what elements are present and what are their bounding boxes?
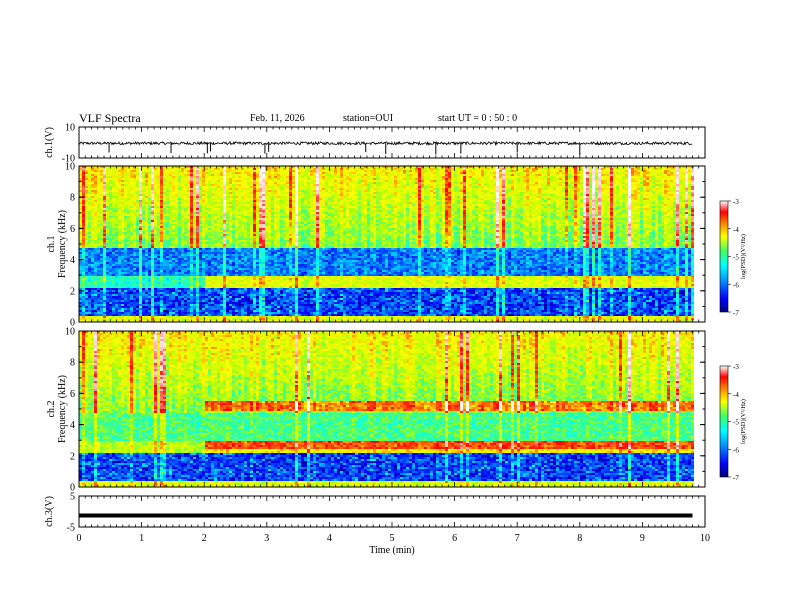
ch1-colorbar-tick-1: -4	[733, 226, 739, 234]
ch2-colorbar-tick-0: -3	[733, 363, 739, 371]
ch2-colorbar-tick-1: -4	[733, 391, 739, 399]
station-label: station=OUI	[343, 113, 393, 124]
ch2-spectrogram-ylabel-frequency: Frequency (kHz)	[57, 375, 68, 443]
ch2-spectrogram-cells	[79, 331, 694, 487]
xtick-label-1: 1	[139, 533, 144, 544]
xtick-label-7: 7	[515, 533, 520, 544]
ch1-colorbar-label: log(PSD)(V²/Hz)	[740, 234, 747, 279]
ch1-colorbar-tick-3: -6	[733, 281, 739, 289]
xtick-label-0: 0	[77, 533, 82, 544]
ch1-spectrogram-ytick-0: 0	[70, 318, 75, 329]
ch1-waveform-ytick-1: 10	[65, 123, 75, 134]
ch1-spectrogram-cells	[79, 166, 694, 322]
xtick-label-3: 3	[264, 533, 269, 544]
ch2-colorbar	[719, 365, 729, 478]
ch1-spectrogram-ytick-5: 10	[65, 162, 75, 173]
start-ut-label: start UT = 0 : 50 : 0	[438, 113, 517, 124]
ch1-spectrogram-ytick-4: 8	[70, 193, 75, 204]
ch2-spectrogram-ytick-0: 0	[70, 483, 75, 494]
xtick-label-2: 2	[202, 533, 207, 544]
ch3-waveform-ytick-1: 5	[70, 492, 75, 503]
ch2-colorbar-tick-4: -7	[733, 474, 739, 482]
xtick-label-5: 5	[390, 533, 395, 544]
ch2-colorbar-tick-2: -5	[733, 419, 739, 427]
ch1-waveform-ylabel: ch.1(V)	[44, 127, 55, 158]
xtick-label-6: 6	[452, 533, 457, 544]
ch2-colorbar-label: log(PSD)(V²/Hz)	[740, 399, 747, 444]
date-label: Feb. 11, 2026	[250, 113, 305, 124]
ch1-colorbar-tick-4: -7	[733, 309, 739, 317]
x-axis-label: Time (min)	[369, 545, 414, 556]
ch1-spectrogram-ytick-2: 4	[70, 255, 75, 266]
ch1-colorbar-tick-2: -5	[733, 254, 739, 262]
ch2-spectrogram-ytick-2: 4	[70, 420, 75, 431]
ch3-waveform-ylabel: ch.3(V)	[44, 496, 55, 527]
figure-title: VLF Spectra	[79, 111, 141, 126]
ch1-spectrogram-ytick-3: 6	[70, 224, 75, 235]
xtick-label-9: 9	[640, 533, 645, 544]
xtick-label-10: 10	[700, 533, 710, 544]
ch2-spectrogram-ytick-4: 8	[70, 358, 75, 369]
ch2-spectrogram-ytick-5: 10	[65, 327, 75, 338]
xtick-label-8: 8	[577, 533, 582, 544]
ch2-spectrogram-ytick-3: 6	[70, 389, 75, 400]
ch1-spectrogram-ylabel-channel: ch.1	[46, 236, 57, 253]
ch1-waveform-trace	[78, 140, 693, 147]
ch2-colorbar-tick-3: -6	[733, 446, 739, 454]
ch1-spectrogram-ytick-1: 2	[70, 286, 75, 297]
ch1-colorbar-tick-0: -3	[733, 198, 739, 206]
ch1-colorbar	[719, 200, 729, 313]
ch2-spectrogram-ytick-1: 2	[70, 451, 75, 462]
ch2-spectrogram-ylabel-channel: ch.2	[46, 401, 57, 418]
xtick-label-4: 4	[327, 533, 332, 544]
ch1-spectrogram-ylabel-frequency: Frequency (kHz)	[57, 210, 68, 278]
ch1-waveform-ytick-0: -10	[62, 154, 75, 165]
ch3-waveform-ytick-0: -5	[67, 523, 75, 534]
